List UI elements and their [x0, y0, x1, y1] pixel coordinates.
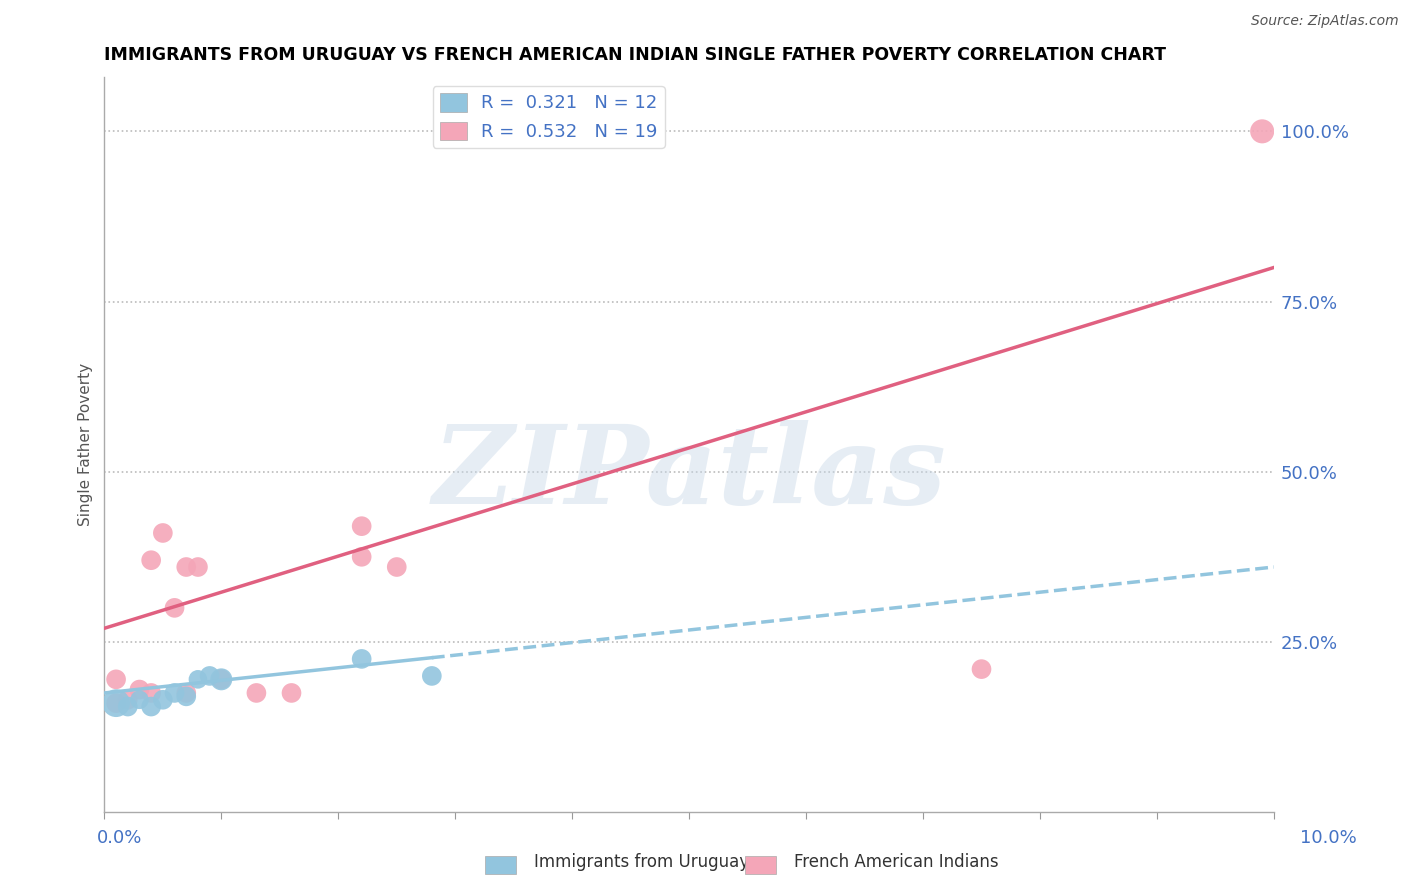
- Point: [350, 549, 373, 564]
- Point: [163, 686, 186, 700]
- Point: [209, 673, 232, 687]
- Point: [163, 600, 186, 615]
- Text: 0.0%: 0.0%: [97, 829, 142, 847]
- Text: ZIPatlas: ZIPatlas: [432, 420, 946, 528]
- Point: [970, 662, 993, 676]
- Text: Immigrants from Uruguay: Immigrants from Uruguay: [534, 853, 749, 871]
- Y-axis label: Single Father Poverty: Single Father Poverty: [79, 363, 93, 526]
- Point: [141, 686, 163, 700]
- Point: [209, 673, 232, 687]
- Point: [105, 696, 128, 710]
- Point: [174, 560, 197, 574]
- Point: [174, 690, 197, 704]
- Text: French American Indians: French American Indians: [794, 853, 1000, 871]
- Point: [187, 560, 209, 574]
- Legend: R =  0.321   N = 12, R =  0.532   N = 19: R = 0.321 N = 12, R = 0.532 N = 19: [433, 86, 665, 148]
- Point: [245, 686, 267, 700]
- Point: [141, 699, 163, 714]
- Point: [117, 699, 139, 714]
- Point: [128, 692, 150, 706]
- Point: [198, 669, 221, 683]
- Point: [128, 682, 150, 697]
- Point: [187, 673, 209, 687]
- Text: Source: ZipAtlas.com: Source: ZipAtlas.com: [1251, 14, 1399, 28]
- Point: [385, 560, 408, 574]
- Point: [174, 686, 197, 700]
- Point: [105, 673, 128, 687]
- Point: [350, 519, 373, 533]
- Text: IMMIGRANTS FROM URUGUAY VS FRENCH AMERICAN INDIAN SINGLE FATHER POVERTY CORRELAT: IMMIGRANTS FROM URUGUAY VS FRENCH AMERIC…: [104, 46, 1167, 64]
- Point: [152, 526, 174, 541]
- Point: [141, 553, 163, 567]
- Point: [350, 652, 373, 666]
- Point: [1251, 124, 1274, 138]
- Text: 10.0%: 10.0%: [1301, 829, 1357, 847]
- Point: [105, 696, 128, 710]
- Point: [152, 692, 174, 706]
- Point: [420, 669, 443, 683]
- Point: [117, 692, 139, 706]
- Point: [280, 686, 302, 700]
